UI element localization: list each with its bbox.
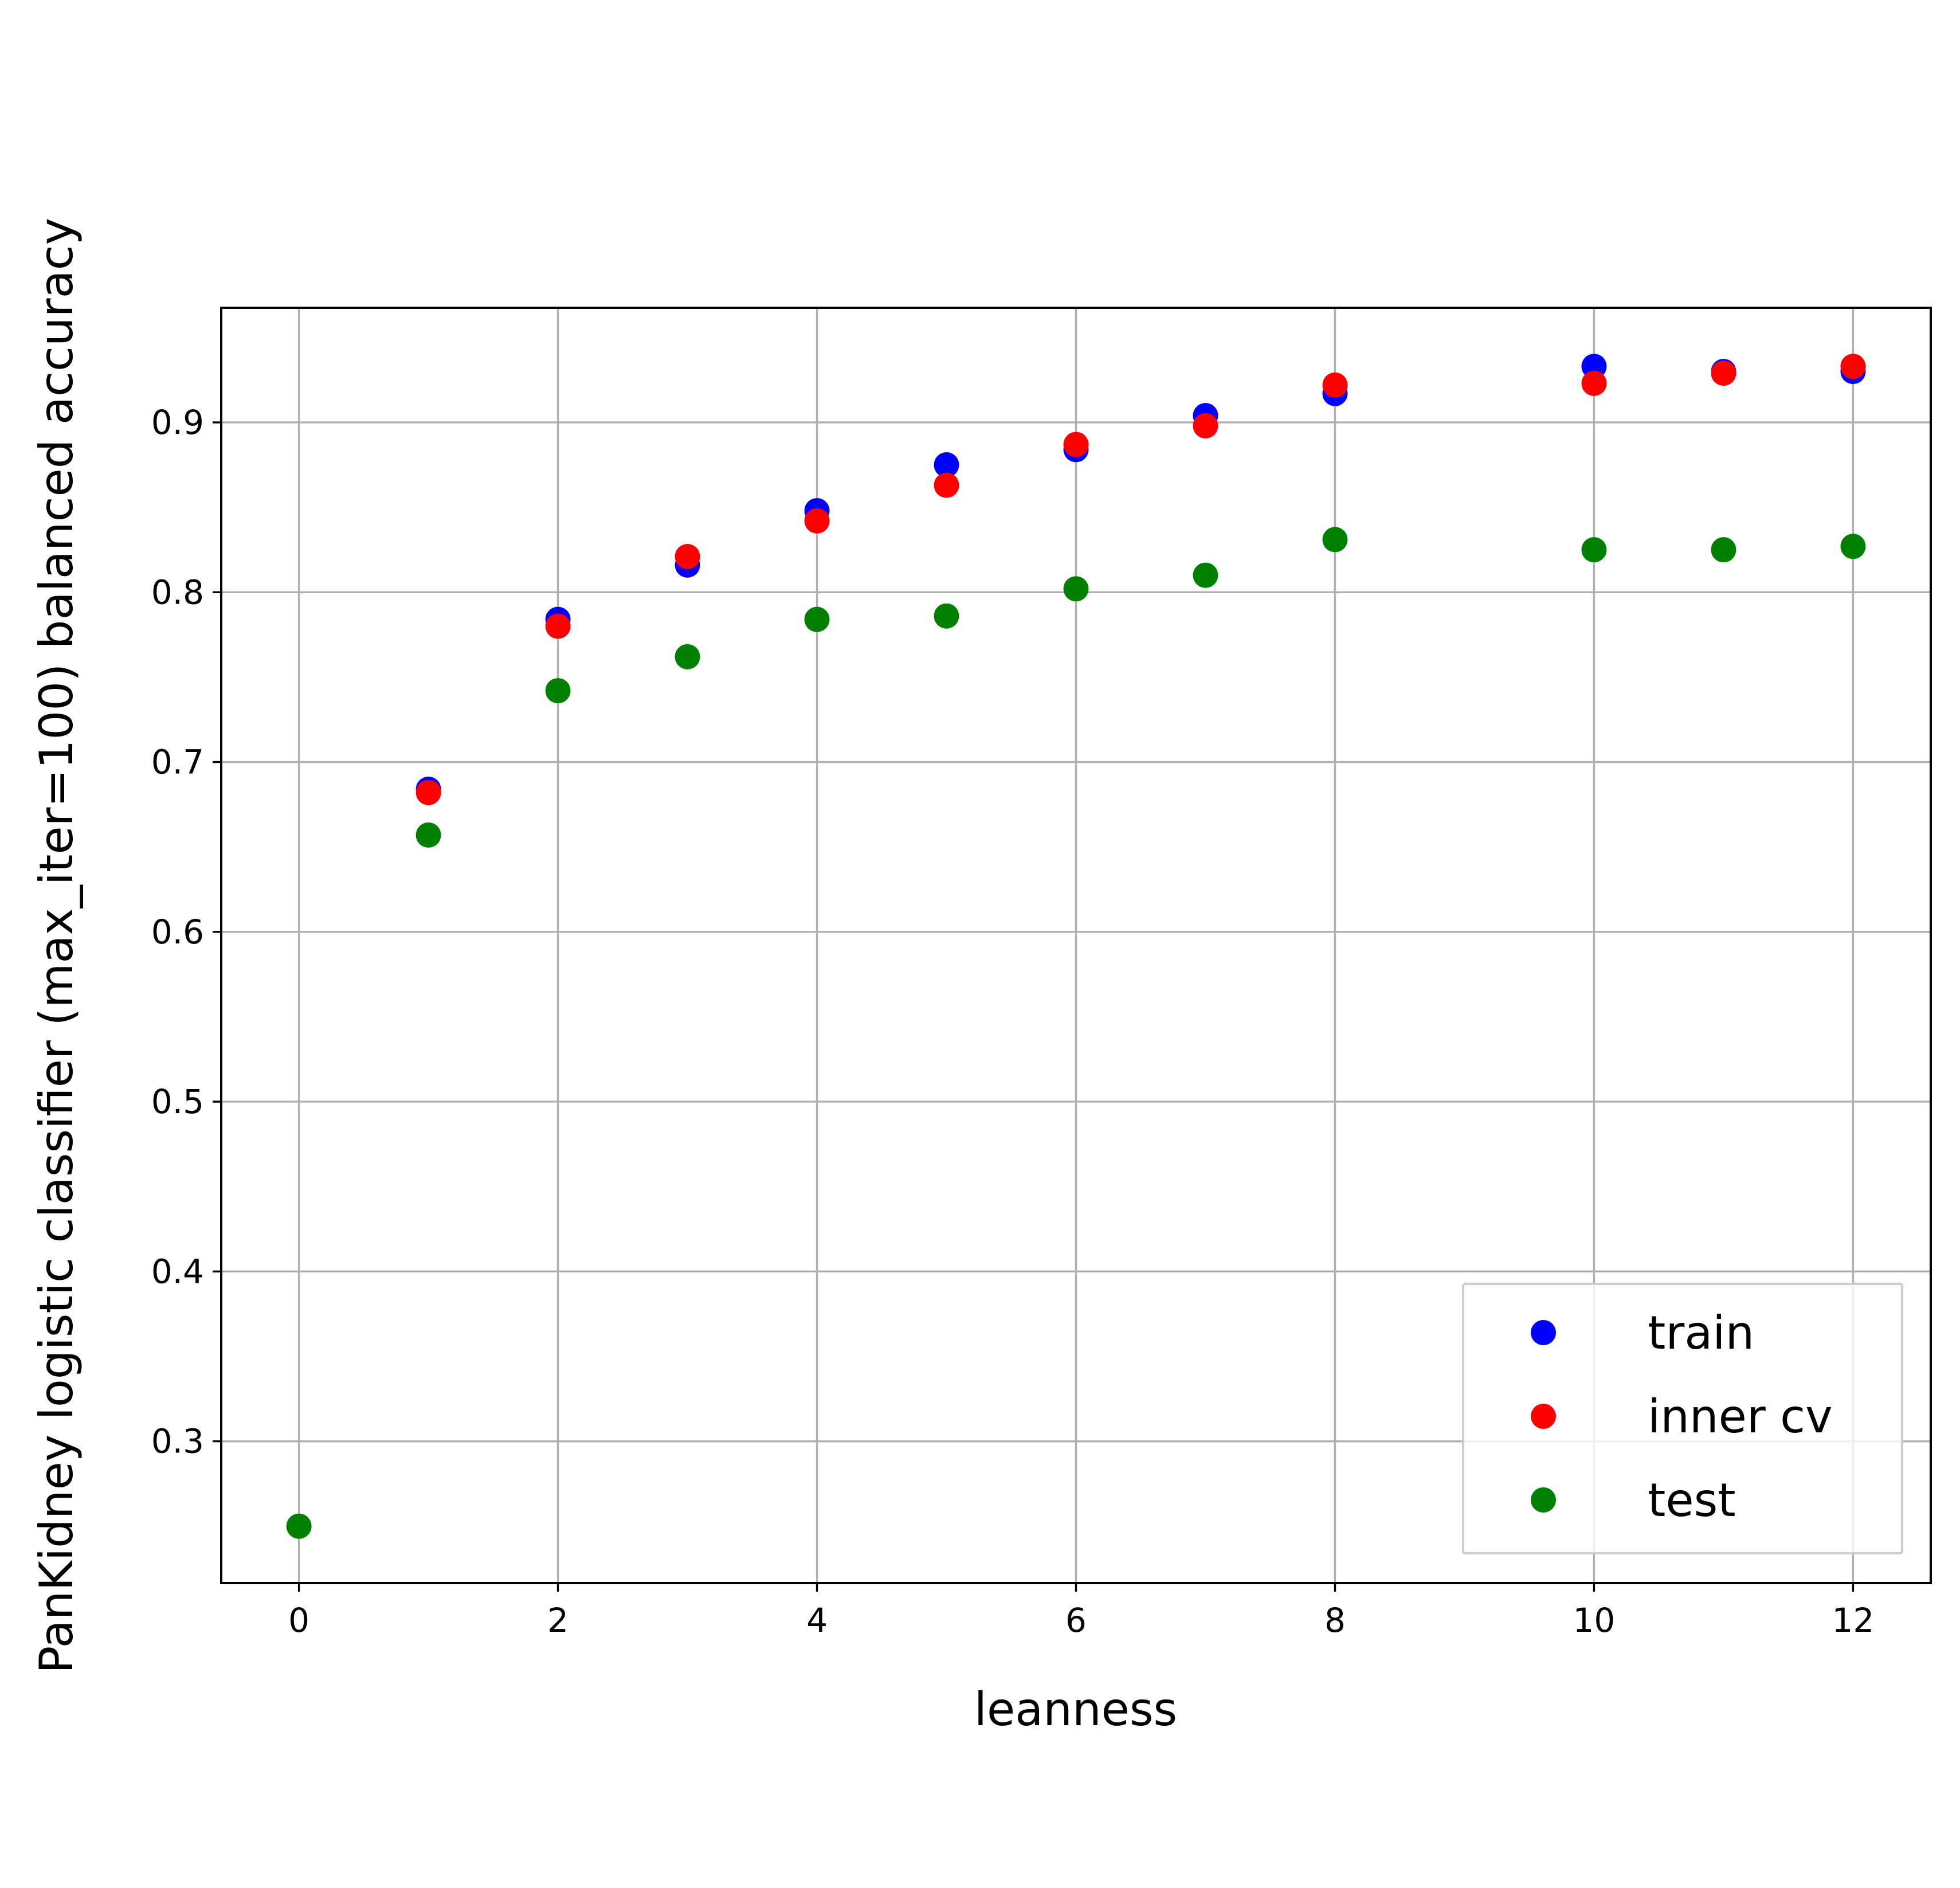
point-inner-cv xyxy=(934,472,959,498)
point-inner-cv xyxy=(545,613,571,639)
y-axis-ticks: 0.3 0.4 0.5 0.6 0.7 0.8 0.9 xyxy=(151,403,221,1461)
y-tick-label: 0.7 xyxy=(151,743,204,782)
legend-label-inner-cv: inner cv xyxy=(1648,1390,1833,1443)
point-test xyxy=(1193,562,1218,588)
y-tick-label: 0.3 xyxy=(151,1422,204,1461)
point-test xyxy=(1840,534,1866,559)
legend-box xyxy=(1462,1283,1903,1554)
y-tick-label: 0.9 xyxy=(151,403,204,442)
x-tick-label: 8 xyxy=(1324,1601,1346,1640)
legend-label-train: train xyxy=(1648,1306,1754,1360)
legend-marker-inner-cv xyxy=(1531,1404,1556,1429)
point-test xyxy=(675,644,700,669)
point-inner-cv xyxy=(1711,361,1736,386)
point-test xyxy=(1581,537,1607,563)
point-test xyxy=(286,1513,312,1539)
point-inner-cv xyxy=(1193,413,1218,438)
y-tick-label: 0.5 xyxy=(151,1082,204,1121)
point-test xyxy=(804,606,830,632)
legend-label-test: test xyxy=(1648,1474,1736,1527)
y-tick-label: 0.4 xyxy=(151,1252,204,1291)
legend-marker-test xyxy=(1531,1487,1556,1513)
data-points xyxy=(286,354,1866,1539)
point-inner-cv xyxy=(1840,354,1866,379)
x-tick-label: 10 xyxy=(1573,1601,1616,1640)
x-axis-label: leanness xyxy=(974,1683,1177,1736)
legend: train inner cv test xyxy=(1462,1283,1903,1554)
point-inner-cv xyxy=(804,508,830,534)
x-tick-label: 4 xyxy=(806,1601,828,1640)
x-tick-label: 2 xyxy=(547,1601,569,1640)
point-inner-cv xyxy=(415,780,441,805)
y-tick-label: 0.8 xyxy=(151,573,204,612)
legend-marker-train xyxy=(1531,1320,1556,1345)
y-tick-label: 0.6 xyxy=(151,912,204,951)
point-test xyxy=(1711,537,1736,563)
point-test xyxy=(1063,576,1089,602)
point-test xyxy=(934,603,959,629)
x-tick-label: 6 xyxy=(1065,1601,1087,1640)
point-test xyxy=(415,822,441,848)
x-tick-label: 0 xyxy=(288,1601,309,1640)
point-inner-cv xyxy=(1322,372,1348,398)
point-inner-cv xyxy=(1063,432,1089,457)
x-tick-label: 12 xyxy=(1832,1601,1875,1640)
point-test xyxy=(1322,527,1348,553)
point-inner-cv xyxy=(675,544,700,570)
point-train xyxy=(934,452,959,478)
point-inner-cv xyxy=(1581,370,1607,396)
x-axis-ticks: 0 2 4 6 8 10 12 xyxy=(288,1583,1874,1640)
y-axis-label: PanKidney logistic classifier (max_iter=… xyxy=(30,218,83,1674)
point-test xyxy=(545,678,571,704)
